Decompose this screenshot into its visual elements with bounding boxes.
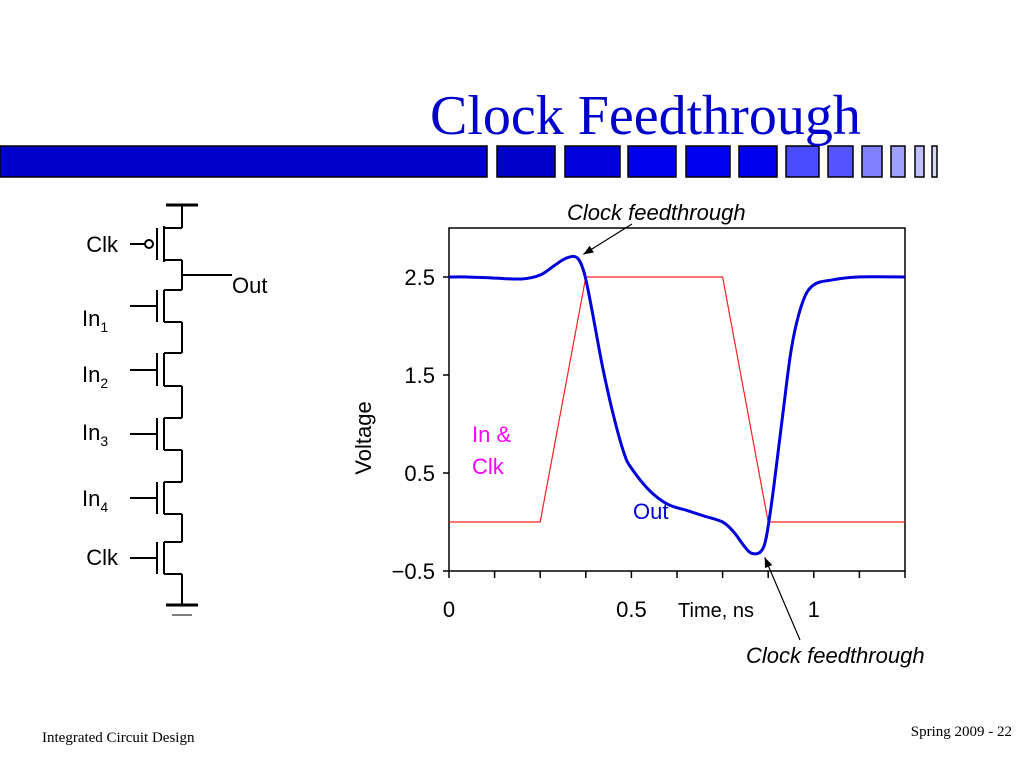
label-in1: In1 bbox=[82, 306, 108, 335]
footer-date-page: Spring 2009 - 22 bbox=[910, 724, 1012, 740]
series-line-in-clk bbox=[449, 276, 905, 523]
arrow-feedthrough-bottom bbox=[764, 557, 801, 641]
header-decoration bbox=[0, 145, 938, 178]
schematic-wiring bbox=[130, 203, 232, 616]
x-tick-label: 0 bbox=[443, 597, 455, 622]
arrow-feedthrough-bottom-head bbox=[764, 557, 773, 569]
slide-title: Clock Feedthrough bbox=[430, 85, 861, 147]
y-tick-label: −0.5 bbox=[392, 559, 435, 584]
label-out: Out bbox=[232, 273, 267, 298]
label-in4: In4 bbox=[82, 486, 108, 515]
y-tick-label: 1.5 bbox=[404, 363, 435, 388]
annotation-feedthrough-bottom: Clock feedthrough bbox=[746, 643, 925, 668]
header-bar-block-7 bbox=[827, 145, 854, 178]
header-bar-block-2 bbox=[564, 145, 621, 178]
x-axis-label: Time, ns bbox=[678, 600, 754, 622]
x-tick-label: 1 bbox=[808, 597, 820, 622]
annotation-feedthrough-top: Clock feedthrough bbox=[567, 200, 746, 225]
header-bar-block-1 bbox=[496, 145, 556, 178]
in-clk-label-line1: In & bbox=[472, 422, 511, 447]
annotation-arrows bbox=[583, 223, 801, 641]
series-layer bbox=[448, 254, 906, 556]
header-bar-block-6 bbox=[785, 145, 820, 178]
out-trace-label: Out bbox=[633, 499, 668, 524]
header-bar-block-4 bbox=[685, 145, 731, 178]
footer-course: Integrated Circuit Design bbox=[42, 730, 195, 746]
label-in2: In2 bbox=[82, 362, 108, 391]
header-bar-block-8 bbox=[861, 145, 883, 178]
series-line-out bbox=[448, 254, 906, 556]
x-tick-label: 0.5 bbox=[616, 597, 647, 622]
header-bar-block-5 bbox=[738, 145, 778, 178]
header-bar-block-10 bbox=[914, 145, 925, 178]
header-bar-long bbox=[0, 145, 488, 178]
label-clk-bottom: Clk bbox=[86, 545, 119, 570]
header-bar-block-3 bbox=[627, 145, 677, 178]
x-axis-ticks: 0 0.5 1 bbox=[443, 571, 906, 622]
voltage-chart: 2.51.50.5−0.5 0 0.5 1 Voltage Time, ns In … bbox=[351, 200, 925, 668]
label-in3: In3 bbox=[82, 420, 108, 449]
header-bar-block-11 bbox=[931, 145, 938, 178]
in-clk-label-line2: Clk bbox=[472, 454, 505, 479]
y-axis-ticks: 2.5 1.5 0.5 −0.5 bbox=[392, 265, 449, 584]
arrow-feedthrough-top-head bbox=[583, 245, 594, 255]
header-bar-block-9 bbox=[890, 145, 906, 178]
domino-gate-schematic: Clk Out In1 In2 In3 In4 Clk bbox=[82, 203, 267, 616]
y-tick-label: 0.5 bbox=[404, 461, 435, 486]
y-axis-label: Voltage bbox=[351, 401, 376, 474]
label-clk-top: Clk bbox=[86, 232, 119, 257]
y-tick-label: 2.5 bbox=[404, 265, 435, 290]
